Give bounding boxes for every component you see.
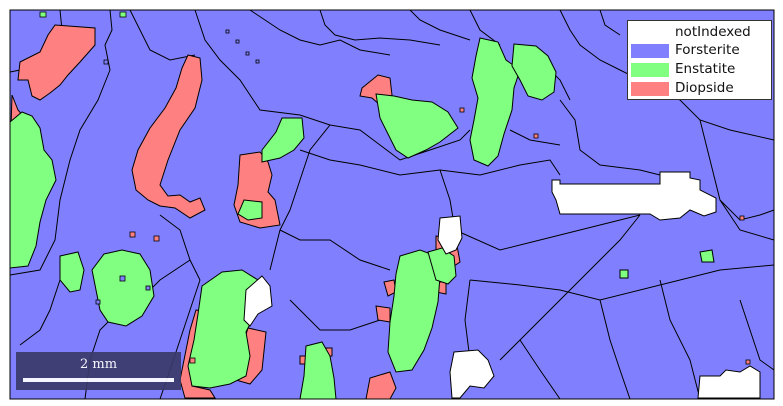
legend-swatch: [631, 44, 669, 58]
enstatite-grains: [9, 37, 715, 400]
legend-item-forsterite: Forsterite: [631, 42, 769, 59]
diopside-grains: [9, 24, 461, 400]
legend: notIndexed Forsterite Enstatite Diopside: [627, 20, 772, 100]
legend-label: Forsterite: [675, 42, 740, 58]
legend-swatch: [631, 82, 669, 96]
scale-bar-line: [23, 378, 174, 382]
scale-bar-label: 2 mm: [79, 357, 118, 372]
not-indexed-regions: [243, 171, 761, 399]
legend-label: Diopside: [675, 80, 734, 96]
legend-item-not-indexed: notIndexed: [631, 24, 769, 41]
scale-bar: 2 mm: [16, 352, 181, 390]
legend-label: notIndexed: [675, 24, 751, 40]
legend-item-diopside: Diopside: [631, 80, 769, 97]
small-specks: [39, 11, 751, 365]
legend-swatch: [631, 63, 669, 77]
legend-label: Enstatite: [675, 61, 736, 77]
legend-item-enstatite: Enstatite: [631, 61, 769, 78]
legend-swatch: [631, 26, 669, 40]
